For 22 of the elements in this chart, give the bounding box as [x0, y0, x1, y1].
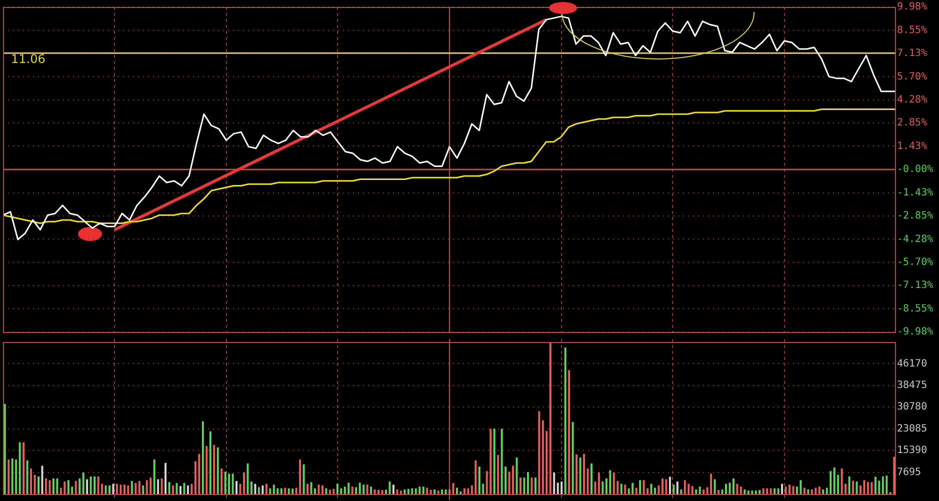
y-tick-label: 46170: [897, 358, 928, 370]
y-tick-label: -4.28%: [897, 234, 934, 245]
y-tick-label: 8.55%: [897, 24, 928, 36]
y-tick-label: 15390: [897, 445, 928, 456]
y-tick-label: -7.13%: [897, 280, 934, 292]
annotation: 11.06: [11, 52, 46, 66]
y-tick-label: -1.43%: [897, 187, 934, 198]
y-tick-label: 7.13%: [897, 48, 928, 59]
y-tick-label: -2.85%: [897, 210, 934, 222]
y-tick-label: 23085: [897, 423, 928, 434]
y-tick-label: 9.98%: [897, 2, 928, 13]
y-tick-label: -0.00%: [897, 164, 934, 176]
y-tick-label: 1.43%: [897, 140, 928, 152]
y-tick-label: 7695: [897, 466, 922, 478]
y-tick-label: -8.55%: [897, 303, 934, 314]
y-tick-label: 2.85%: [897, 118, 928, 129]
y-tick-label: 4.28%: [897, 94, 928, 106]
y-tick-label: 38475: [897, 380, 928, 392]
y-tick-label: 30780: [897, 402, 928, 413]
y-tick-label: -5.70%: [897, 256, 934, 268]
y-tick-label: 5.70%: [897, 71, 928, 82]
y-tick-label: -9.98%: [897, 326, 934, 338]
